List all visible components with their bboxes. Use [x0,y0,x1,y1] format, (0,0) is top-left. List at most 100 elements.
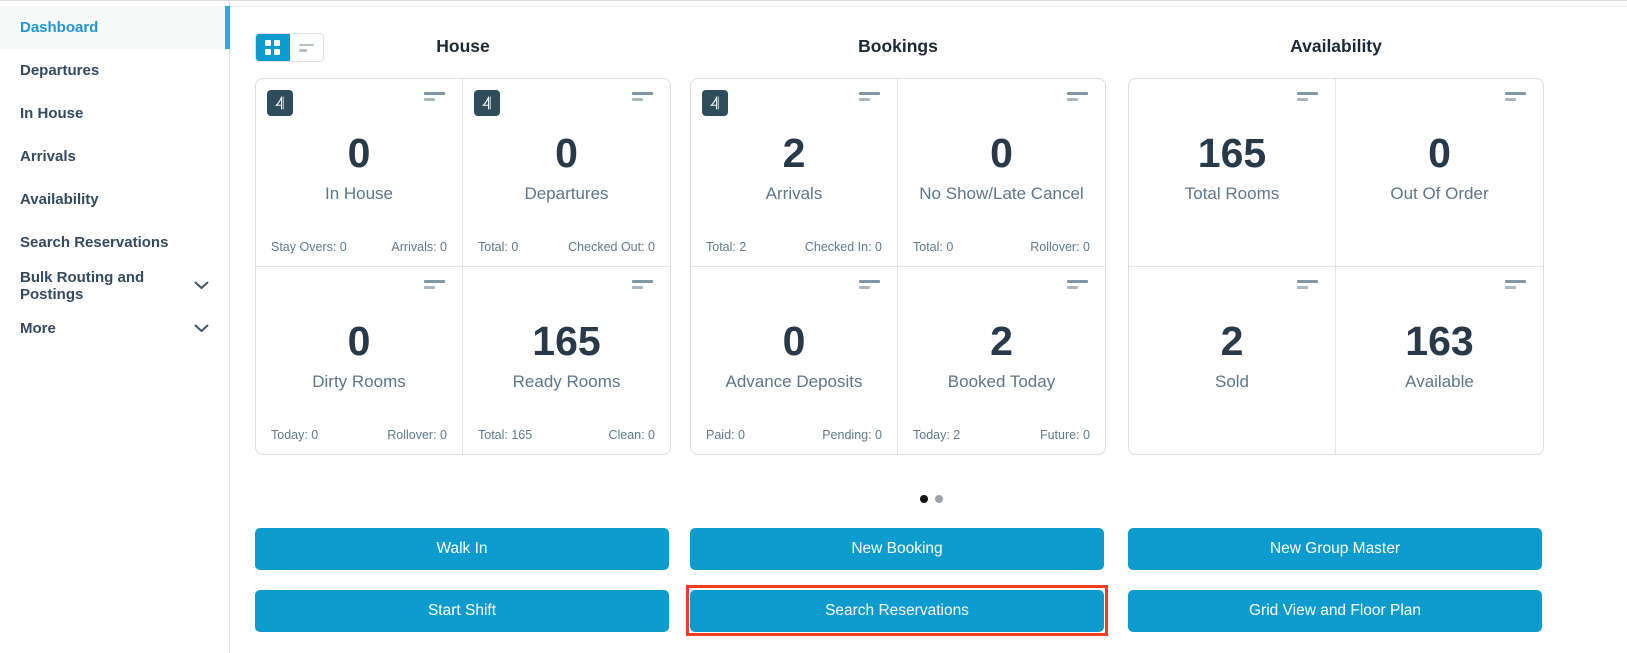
card-value: 0 [1428,130,1451,176]
card-value: 0 [555,130,578,176]
carousel-dots [920,495,943,503]
card-footer-left: Paid: 0 [706,428,745,442]
card-value: 2 [1220,317,1244,364]
grid-view-button[interactable] [256,34,290,61]
sort-lines-icon[interactable] [1505,92,1526,101]
card-footer-right: Pending: 0 [822,428,882,442]
sort-lines-icon[interactable] [859,92,880,101]
list-view-button[interactable] [290,34,324,61]
card-footer-left: Stay Overs: 0 [271,239,347,254]
sidebar-item-bulk-routing-and-postings[interactable]: Bulk Routing and Postings [0,264,229,307]
card-footer-left: Total: 165 [478,428,533,442]
card-footer-right: Arrivals: 0 [391,239,447,254]
sort-lines-icon[interactable] [1067,279,1088,289]
card-no-show-late-cancel[interactable]: 0 No Show/Late Cancel Total: 0 Rollover:… [898,79,1105,267]
brand-logo-icon [267,90,293,116]
card-footer: Today: 0 Rollover: 0 [271,428,447,442]
sort-lines-icon[interactable] [1505,279,1526,289]
sort-lines-icon[interactable] [424,279,445,289]
card-label: Arrivals [765,184,823,204]
sidebar-item-arrivals[interactable]: Arrivals [0,135,229,178]
sidebar-item-more[interactable]: More [0,307,229,350]
card-label: Advance Deposits [725,371,863,391]
start-shift-button[interactable]: Start Shift [255,590,669,632]
window-top-border [0,0,1627,1]
sidebar-item-availability[interactable]: Availability [0,178,229,221]
sidebar-item-dashboard[interactable]: Dashboard [0,6,230,49]
card-out-of-order[interactable]: 0 Out Of Order [1336,79,1543,267]
card-footer: Paid: 0 Pending: 0 [706,428,882,442]
card-footer: Total: 0 Rollover: 0 [913,240,1090,254]
card-available[interactable]: 163 Available [1336,267,1543,455]
card-booked-today[interactable]: 2 Booked Today Today: 2 Future: 0 [898,267,1105,455]
sidebar-item-departures[interactable]: Departures [0,49,229,92]
new-group-master-button[interactable]: New Group Master [1128,528,1542,570]
card-footer: Total: 165 Clean: 0 [478,428,655,442]
sort-lines-icon[interactable] [1297,92,1318,101]
sidebar-item-label: Arrivals [20,148,76,165]
sort-lines-icon[interactable] [859,279,880,289]
card-value: 2 [990,317,1013,364]
card-label: Booked Today [947,371,1056,391]
card-footer-right: Checked Out: 0 [568,239,655,254]
card-footer-left: Total: 2 [706,239,747,254]
sidebar-item-label: Bulk Routing and Postings [20,268,145,303]
card-label: Sold [1214,371,1250,391]
sort-lines-icon[interactable] [1297,279,1318,289]
card-footer-left: Total: 0 [913,239,954,254]
view-toggle [255,33,324,62]
house-card-group: 0 In House Stay Overs: 0 Arrivals: 0 0 D… [255,78,671,455]
card-label: Out Of Order [1390,184,1489,204]
grid-view-floor-plan-button[interactable]: Grid View and Floor Plan [1128,590,1542,632]
card-label: Dirty Rooms [312,371,406,391]
card-footer-right: Rollover: 0 [1030,239,1090,254]
card-value: 0 [347,130,371,176]
card-label: Available [1405,371,1474,391]
sidebar-item-in-house[interactable]: In House [0,92,229,135]
card-total-rooms[interactable]: 165 Total Rooms [1129,79,1336,267]
content-divider [230,6,1627,7]
brand-logo-icon [702,90,728,116]
availability-card-group: 165 Total Rooms 0 Out Of Order 2 Sold 16… [1128,78,1544,455]
section-title-bookings: Bookings [858,36,938,56]
card-in-house[interactable]: 0 In House Stay Overs: 0 Arrivals: 0 [256,79,463,267]
chevron-down-icon [194,324,209,333]
card-footer-right: Rollover: 0 [387,428,447,442]
brand-logo-icon [474,90,500,116]
sidebar-item-label: Search Reservations [20,234,169,251]
carousel-dot-1[interactable] [920,495,928,503]
walk-in-button[interactable]: Walk In [255,528,669,570]
sidebar-item-label: In House [20,105,84,122]
card-departures[interactable]: 0 Departures Total: 0 Checked Out: 0 [463,79,670,267]
section-title-availability: Availability [1290,36,1382,56]
card-label: In House [324,184,394,204]
card-footer-right: Clean: 0 [608,428,655,442]
card-sold[interactable]: 2 Sold [1129,266,1336,454]
card-footer-right: Checked In: 0 [804,239,882,254]
card-value: 165 [1197,130,1267,176]
search-reservations-button[interactable]: Search Reservations [690,590,1104,632]
sort-lines-icon[interactable] [1067,92,1088,101]
card-value: 163 [1405,317,1474,364]
card-footer: Stay Overs: 0 Arrivals: 0 [271,240,447,254]
card-ready-rooms[interactable]: 165 Ready Rooms Total: 165 Clean: 0 [463,267,670,455]
sort-lines-icon[interactable] [632,279,653,289]
card-label: No Show/Late Cancel [919,184,1084,204]
card-footer-right: Future: 0 [1039,428,1090,442]
carousel-dot-2[interactable] [935,495,943,503]
card-arrivals[interactable]: 2 Arrivals Total: 2 Checked In: 0 [691,79,898,267]
sort-lines-icon[interactable] [424,92,445,101]
sort-lines-icon[interactable] [632,92,653,101]
sidebar-item-label: Availability [20,191,99,208]
sidebar-item-search-reservations[interactable]: Search Reservations [0,221,229,264]
bookings-card-group: 2 Arrivals Total: 2 Checked In: 0 0 No S… [690,78,1106,455]
new-booking-button[interactable]: New Booking [690,528,1104,570]
card-footer: Total: 2 Checked In: 0 [706,240,882,254]
card-value: 2 [782,130,806,176]
chevron-down-icon [194,281,209,290]
card-advance-deposits[interactable]: 0 Advance Deposits Paid: 0 Pending: 0 [691,266,898,454]
section-title-house: House [436,36,490,56]
card-dirty-rooms[interactable]: 0 Dirty Rooms Today: 0 Rollover: 0 [256,266,463,454]
card-footer-left: Today: 0 [271,428,319,442]
card-footer-left: Today: 2 [913,428,961,442]
